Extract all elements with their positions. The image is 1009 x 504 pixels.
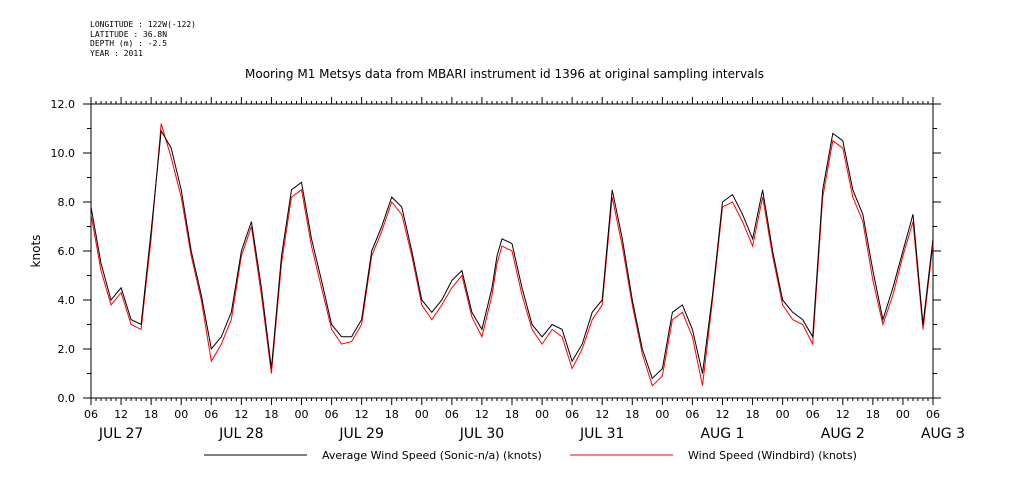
y-tick-label: 4.0 xyxy=(58,294,76,307)
chart-title: Mooring M1 Metsys data from MBARI instru… xyxy=(245,67,764,81)
date-label: JUL 30 xyxy=(459,426,504,442)
x-tick-label: 06 xyxy=(325,408,339,421)
x-tick-label: 18 xyxy=(625,408,639,421)
x-tick-label: 06 xyxy=(84,408,98,421)
y-tick-label: 0.0 xyxy=(58,392,76,405)
legend-label-windbird: Wind Speed (Windbird) (knots) xyxy=(688,449,857,462)
y-tick-label: 2.0 xyxy=(58,343,76,356)
legend-label-average: Average Wind Speed (Sonic-n/a) (knots) xyxy=(322,449,542,462)
series-line-windbird-wind-speed xyxy=(90,123,934,387)
x-tick-label: 00 xyxy=(295,408,309,421)
x-tick-label: 12 xyxy=(836,408,850,421)
x-tick-label: 00 xyxy=(535,408,549,421)
y-tick-label: 8.0 xyxy=(58,196,76,209)
series-line-average-wind-speed xyxy=(90,129,934,380)
x-tick-label: 18 xyxy=(144,408,158,421)
x-tick-label: 06 xyxy=(685,408,699,421)
x-tick-label: 18 xyxy=(866,408,880,421)
x-tick-label: 06 xyxy=(806,408,820,421)
y-axis-label: knots xyxy=(29,235,43,268)
metadata-block: LONGITUDE : 122W(-122) LATITUDE : 36.8N … xyxy=(90,20,196,58)
x-tick-label: 06 xyxy=(204,408,218,421)
date-label: JUL 27 xyxy=(98,426,143,442)
x-tick-label: 00 xyxy=(655,408,669,421)
x-tick-label: 18 xyxy=(385,408,399,421)
date-label: JUL 31 xyxy=(579,426,624,442)
x-tick-label: 06 xyxy=(445,408,459,421)
y-tick-label: 6.0 xyxy=(58,245,76,258)
x-tick-label: 18 xyxy=(264,408,278,421)
x-tick-label: 06 xyxy=(926,408,940,421)
meta-depth: DEPTH (m) : -2.5 xyxy=(90,39,168,48)
x-tick-label: 00 xyxy=(174,408,188,421)
y-tick-label: 12.0 xyxy=(51,98,76,111)
x-tick-label: 00 xyxy=(776,408,790,421)
x-tick-label: 00 xyxy=(415,408,429,421)
meta-longitude: LONGITUDE : 122W(-122) xyxy=(90,20,196,29)
date-label: JUL 29 xyxy=(338,426,383,442)
x-tick-label: 12 xyxy=(114,408,128,421)
date-label: AUG 2 xyxy=(821,426,865,442)
x-tick-label: 18 xyxy=(505,408,519,421)
date-label: AUG 1 xyxy=(700,426,744,442)
date-label: AUG 3 xyxy=(921,426,965,442)
x-tick-label: 12 xyxy=(355,408,369,421)
y-tick-label: 10.0 xyxy=(51,147,76,160)
x-tick-label: 06 xyxy=(565,408,579,421)
meta-latitude: LATITUDE : 36.8N xyxy=(90,29,168,39)
date-label: JUL 28 xyxy=(218,426,263,442)
x-tick-label: 18 xyxy=(746,408,760,421)
x-tick-label: 12 xyxy=(234,408,248,421)
x-tick-label: 12 xyxy=(716,408,730,421)
x-tick-label: 12 xyxy=(595,408,609,421)
meta-year: YEAR : 2011 xyxy=(90,48,143,58)
x-tick-label: 00 xyxy=(896,408,910,421)
x-tick-label: 12 xyxy=(475,408,489,421)
